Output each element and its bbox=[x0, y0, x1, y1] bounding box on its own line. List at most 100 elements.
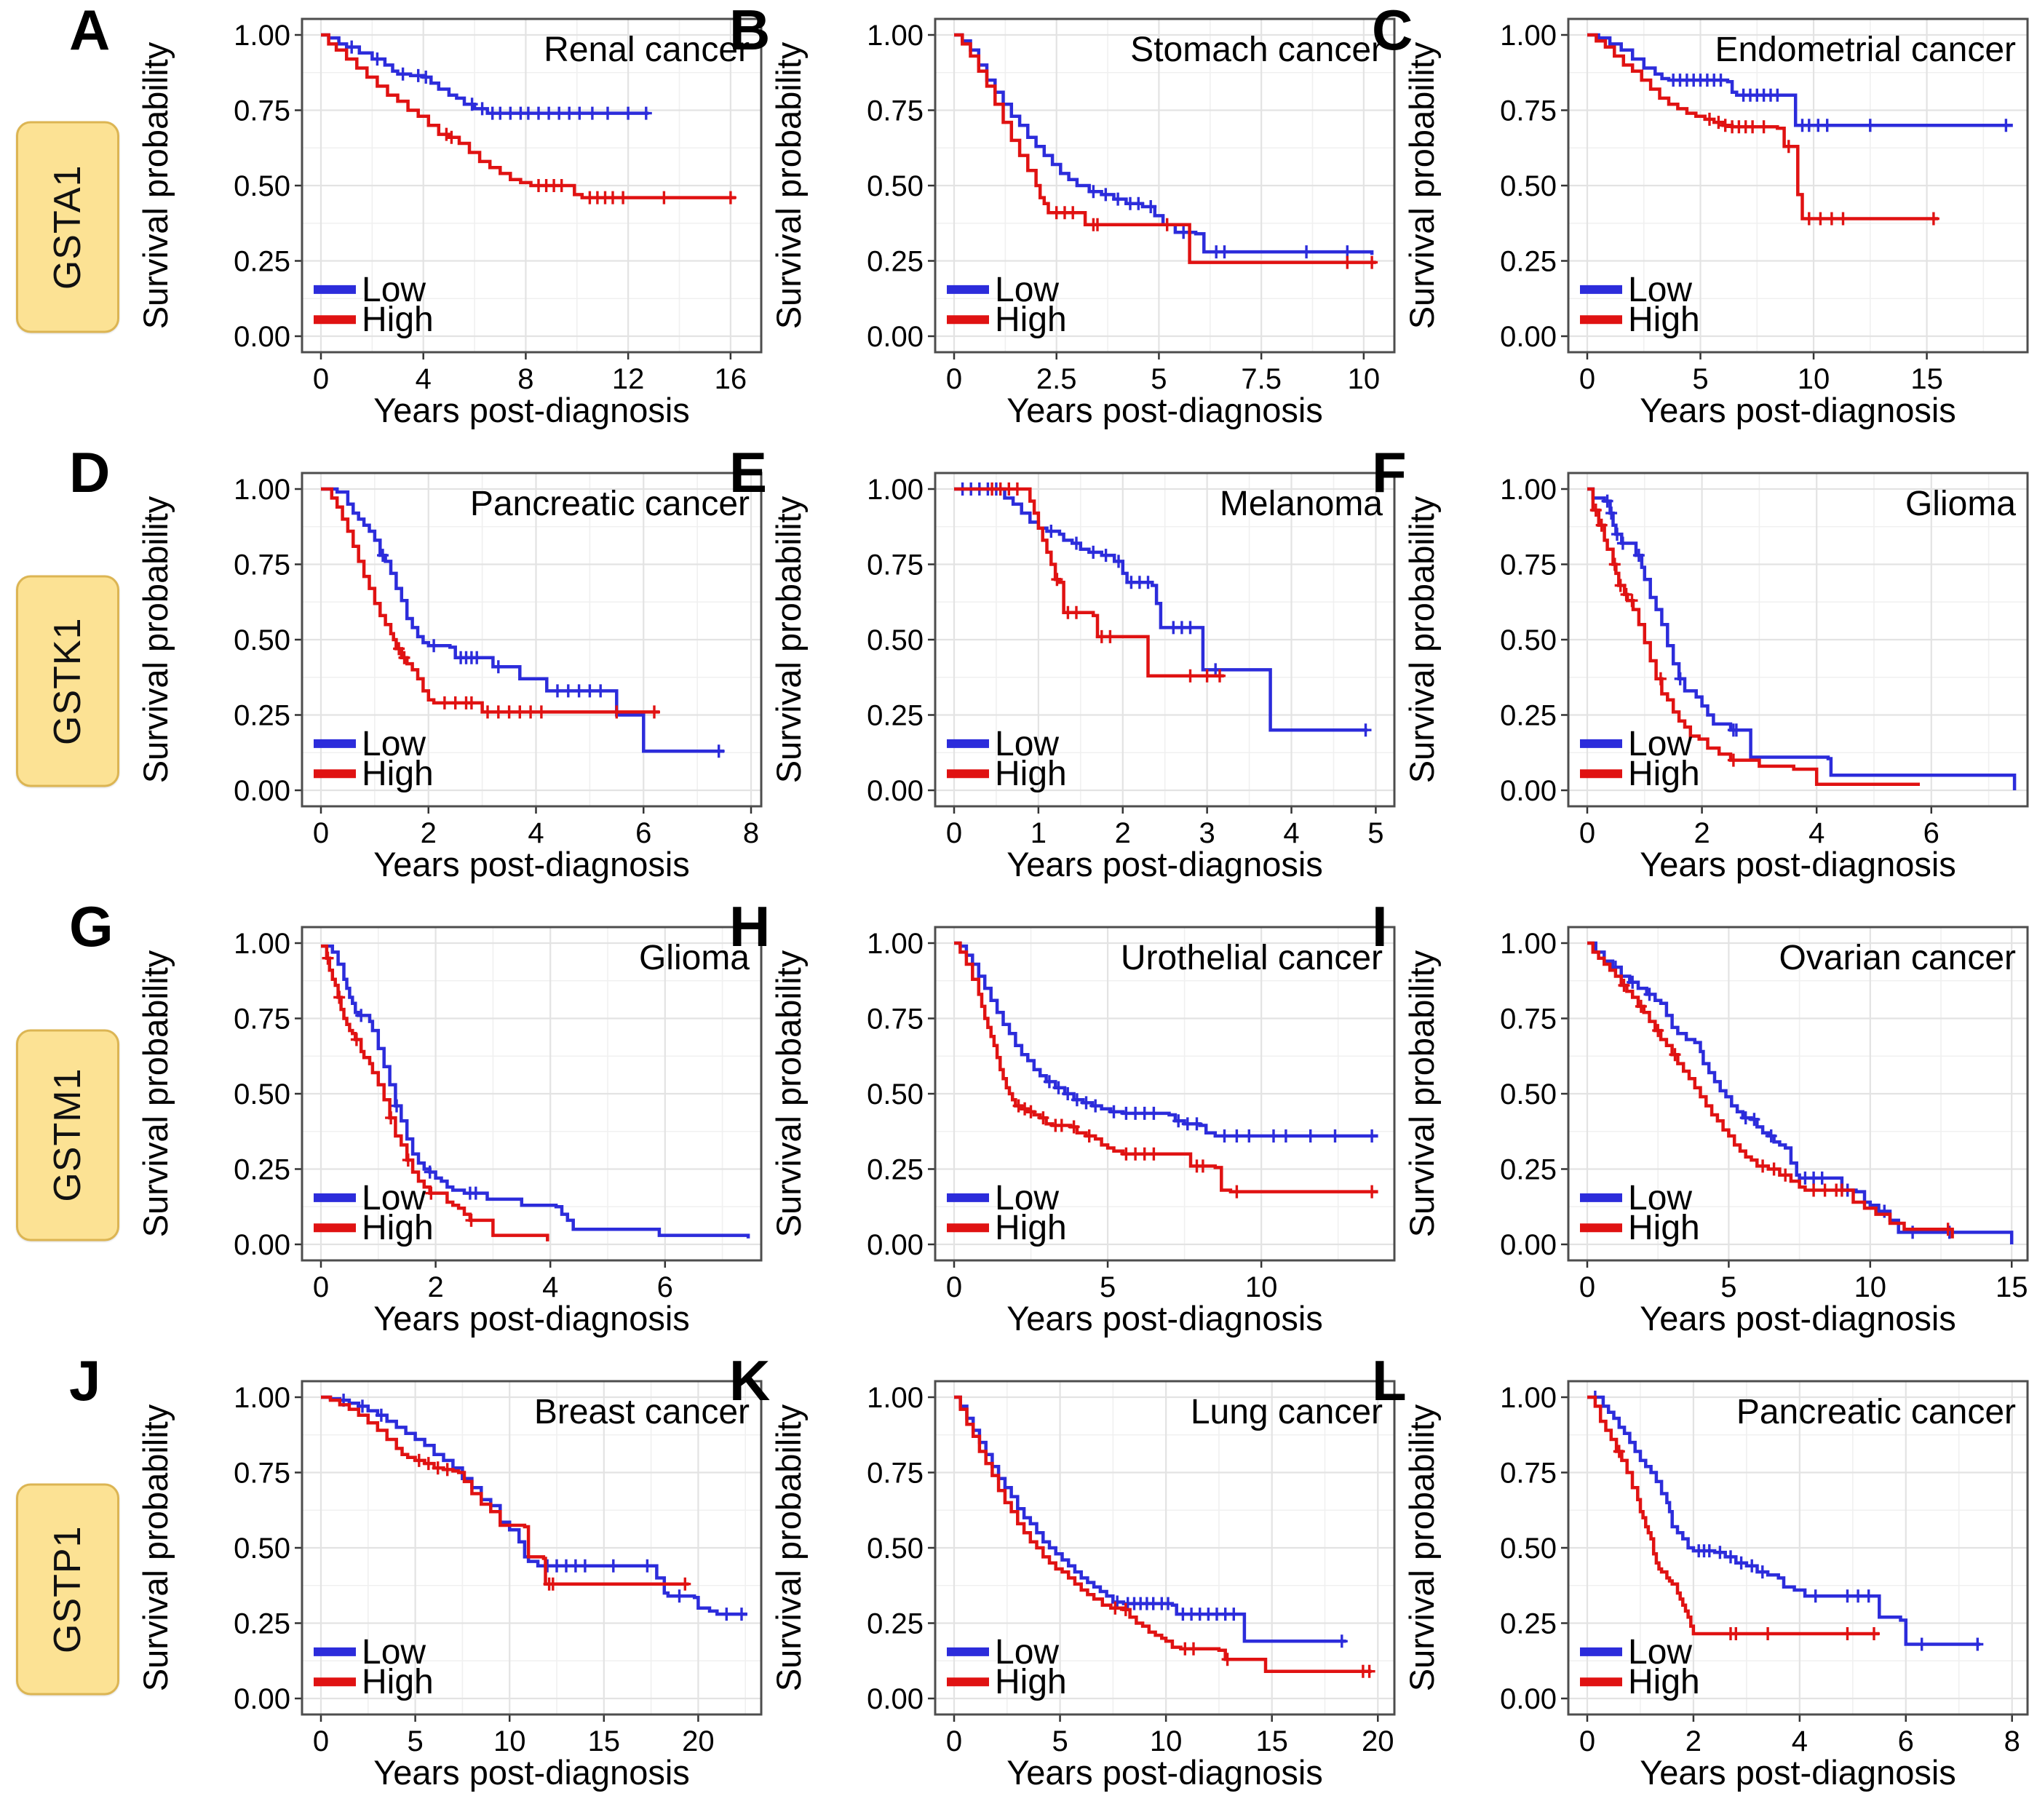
x-tick-label: 0 bbox=[946, 817, 962, 849]
y-tick-label: 0.00 bbox=[1500, 775, 1557, 807]
x-tick-label: 5 bbox=[1367, 817, 1383, 849]
x-tick-label: 3 bbox=[1199, 817, 1215, 849]
x-axis-label: Years post-diagnosis bbox=[1006, 1299, 1323, 1338]
y-tick-label: 0.00 bbox=[234, 321, 290, 353]
x-tick-label: 8 bbox=[2004, 1725, 2020, 1757]
x-tick-label: 1 bbox=[1031, 817, 1047, 849]
y-tick-label: 1.00 bbox=[867, 20, 924, 52]
panel-D: D 0 2 4 6 8 0.00 0.25 0.50 0.75 1.00 Years post-dia… bbox=[69, 444, 771, 908]
high-curve bbox=[1587, 1395, 1880, 1640]
axes: 0 5 10 0.00 0.25 0.50 0.75 1.00 bbox=[867, 928, 1277, 1303]
x-tick-label: 4 bbox=[1283, 817, 1299, 849]
gridlines bbox=[935, 927, 1394, 1260]
y-tick-label: 0.50 bbox=[867, 624, 924, 656]
high-curve bbox=[321, 33, 736, 204]
x-tick-label: 0 bbox=[1579, 817, 1595, 849]
x-tick-label: 7.5 bbox=[1241, 363, 1282, 395]
x-axis-label: Years post-diagnosis bbox=[1640, 1299, 1956, 1338]
legend-label-low: Low bbox=[1628, 1633, 1692, 1672]
low-curve bbox=[321, 944, 750, 1239]
axes: 0 5 10 15 0.00 0.25 0.50 0.75 1.00 bbox=[1500, 20, 1943, 395]
legend-label-high: High bbox=[995, 301, 1067, 339]
panel-letter-J: J bbox=[69, 1348, 101, 1412]
y-tick-label: 0.50 bbox=[1500, 170, 1557, 202]
x-tick-label: 5 bbox=[1151, 363, 1167, 395]
x-tick-label: 2 bbox=[1685, 1725, 1702, 1757]
gridlines bbox=[1568, 473, 2028, 806]
x-tick-label: 2 bbox=[421, 817, 437, 849]
y-tick-label: 0.75 bbox=[867, 95, 924, 127]
km-plot-A: 0 4 8 12 16 0.00 0.25 0.50 0.75 1.00 Years post-di… bbox=[136, 17, 763, 429]
high-curve bbox=[954, 941, 1378, 1199]
low-curve bbox=[321, 33, 652, 120]
y-tick-label: 0.50 bbox=[234, 170, 290, 202]
low-curve bbox=[1587, 33, 2013, 132]
x-tick-label: 15 bbox=[1255, 1725, 1288, 1757]
x-tick-label: 2 bbox=[1115, 817, 1131, 849]
y-tick-label: 0.75 bbox=[1500, 1004, 1557, 1036]
legend-label-high: High bbox=[1628, 755, 1700, 793]
axes: 0 1 2 3 4 5 0.00 0.25 0.50 0.75 1.00 bbox=[867, 474, 1383, 849]
y-tick-label: 0.00 bbox=[234, 1229, 290, 1261]
x-tick-label: 2 bbox=[427, 1271, 443, 1303]
gridlines bbox=[935, 19, 1394, 352]
high-curve bbox=[1587, 33, 1939, 226]
gridlines bbox=[302, 1381, 761, 1714]
x-tick-label: 2 bbox=[1693, 817, 1710, 849]
x-tick-label: 4 bbox=[416, 363, 432, 395]
legend-label-low: Low bbox=[362, 725, 426, 763]
panel-title: Renal cancer bbox=[544, 31, 750, 69]
low-curve bbox=[954, 941, 1378, 1143]
gene-label-text: GSTP1 bbox=[47, 1525, 89, 1653]
y-axis-label: Survival probability bbox=[771, 496, 808, 783]
high-curve bbox=[1587, 487, 1920, 786]
x-tick-label: 0 bbox=[313, 817, 329, 849]
x-axis-label: Years post-diagnosis bbox=[1006, 391, 1323, 429]
y-tick-label: 1.00 bbox=[1500, 20, 1557, 52]
x-tick-label: 0 bbox=[313, 1271, 329, 1303]
x-tick-label: 16 bbox=[715, 363, 747, 395]
y-tick-label: 0.75 bbox=[234, 1458, 290, 1490]
high-curve bbox=[321, 1395, 691, 1591]
y-tick-label: 1.00 bbox=[867, 1382, 924, 1414]
y-tick-label: 0.50 bbox=[1500, 624, 1557, 656]
y-axis-label: Survival probability bbox=[771, 950, 808, 1237]
x-tick-label: 0 bbox=[1579, 363, 1595, 395]
x-axis-label: Years post-diagnosis bbox=[1006, 1753, 1323, 1792]
y-tick-label: 1.00 bbox=[867, 474, 924, 506]
y-tick-label: 0.75 bbox=[1500, 549, 1557, 581]
x-tick-label: 8 bbox=[517, 363, 533, 395]
panel-letter-K: K bbox=[729, 1348, 771, 1412]
legend-label-high: High bbox=[362, 1209, 434, 1247]
x-tick-label: 4 bbox=[542, 1271, 558, 1303]
x-tick-label: 6 bbox=[635, 817, 651, 849]
gene-cell-GSTA1: GSTA1 bbox=[0, 0, 138, 454]
x-axis-label: Years post-diagnosis bbox=[1640, 391, 1956, 429]
y-tick-label: 0.75 bbox=[1500, 95, 1557, 127]
y-tick-label: 1.00 bbox=[1500, 474, 1557, 506]
panel-J: J 0 5 10 15 20 0.00 0.25 0.50 0.75 1.00 Years post-… bbox=[69, 1352, 771, 1816]
x-tick-label: 6 bbox=[657, 1271, 673, 1303]
y-tick-label: 0.00 bbox=[1500, 321, 1557, 353]
km-plot-L: 0 2 4 6 8 0.00 0.25 0.50 0.75 1.00 Years post-diag… bbox=[1402, 1380, 2029, 1792]
y-tick-label: 0.25 bbox=[1500, 700, 1557, 732]
y-tick-label: 0.25 bbox=[867, 246, 924, 278]
panel-letter-I: I bbox=[1372, 894, 1388, 958]
panel-G: G 0 2 4 6 0.00 0.25 0.50 0.75 1.00 Years post-diag… bbox=[69, 898, 771, 1362]
gene-cell-GSTP1: GSTP1 bbox=[0, 1362, 138, 1816]
legend-label-high: High bbox=[995, 1663, 1067, 1701]
legend-label-low: Low bbox=[995, 725, 1059, 763]
x-tick-label: 12 bbox=[612, 363, 645, 395]
y-tick-label: 0.25 bbox=[1500, 246, 1557, 278]
high-curve bbox=[1587, 941, 1954, 1239]
panel-title: Pancreatic cancer bbox=[470, 485, 750, 523]
gridlines bbox=[1568, 1381, 2028, 1714]
x-tick-label: 15 bbox=[588, 1725, 621, 1757]
y-axis-label: Survival probability bbox=[1405, 950, 1441, 1237]
legend-label-high: High bbox=[995, 1209, 1067, 1247]
